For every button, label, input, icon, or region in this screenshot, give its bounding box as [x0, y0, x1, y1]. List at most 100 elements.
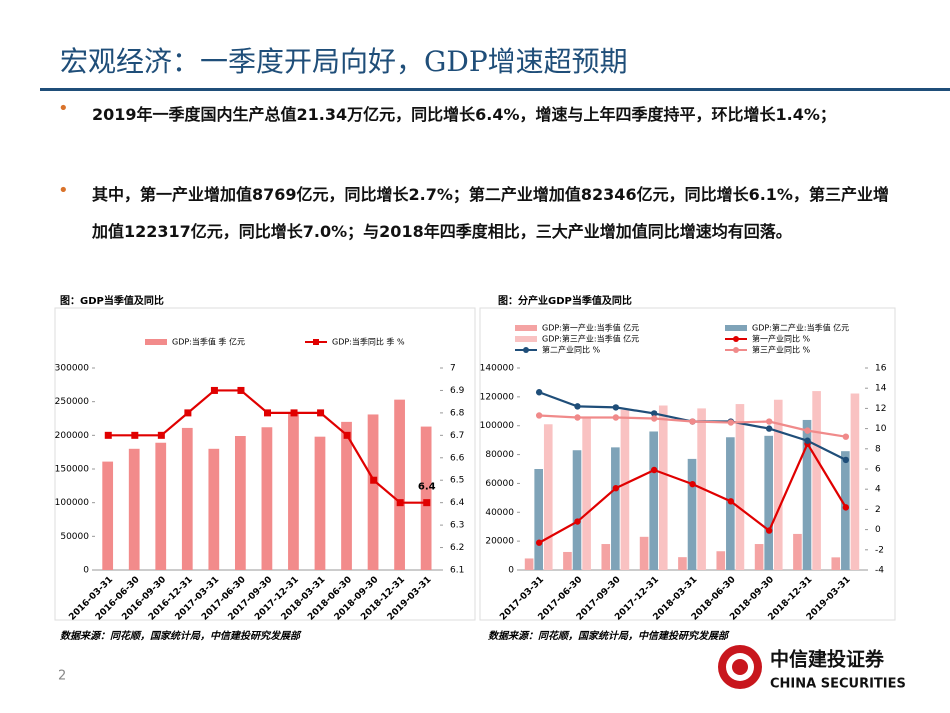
bar — [601, 544, 611, 570]
line-marker — [184, 409, 192, 417]
legend-label: 第三产业同比 % — [752, 345, 811, 355]
line-marker — [842, 456, 850, 464]
line-marker — [574, 518, 581, 525]
line-marker — [131, 431, 139, 439]
figure-caption: 图：分产业GDP当季值及同比 — [498, 296, 632, 307]
title-rule — [40, 88, 950, 91]
legend-label: GDP:第三产业:当季值 亿元 — [542, 334, 639, 344]
bar — [716, 551, 726, 570]
line-marker — [727, 419, 735, 426]
bar — [524, 558, 534, 570]
legend-swatch — [145, 339, 167, 345]
y-tick-label: 80000 — [485, 450, 514, 460]
line-marker — [535, 412, 543, 419]
y2-tick-label: 2 — [875, 505, 881, 515]
line-marker — [423, 499, 431, 507]
line-marker — [727, 498, 735, 505]
slide-title: 宏观经济：一季度开局向好，GDP增速超预期 — [60, 45, 628, 78]
bar — [735, 404, 745, 570]
bar — [394, 399, 405, 570]
bar — [234, 436, 246, 570]
bar — [639, 536, 649, 570]
line-marker — [104, 431, 112, 439]
source-note: 数据来源：同花顺，国家统计局，中信建投研究发展部 — [60, 631, 300, 642]
y-tick-label: 0 — [83, 566, 89, 576]
bar — [754, 544, 764, 570]
y2-tick-label: 7 — [450, 364, 456, 374]
data-label: 6.4 — [418, 482, 436, 493]
chart-frame — [479, 307, 896, 621]
y2-tick-label: 6.3 — [450, 521, 464, 531]
y2-tick-label: 6.2 — [450, 543, 464, 553]
page-number: 2 — [58, 669, 66, 684]
y2-tick-label: 6 — [875, 465, 881, 475]
line-marker — [689, 480, 696, 488]
line-marker — [317, 409, 325, 417]
y2-tick-label: 8 — [875, 444, 881, 454]
bar — [611, 447, 620, 570]
line-marker — [650, 466, 658, 474]
y-tick-label: 60000 — [485, 479, 514, 489]
line-marker — [237, 386, 245, 394]
line-marker — [210, 386, 218, 394]
bar — [128, 448, 140, 570]
line-marker — [842, 504, 850, 511]
y2-tick-label: 16 — [875, 364, 887, 374]
y2-tick-label: 6.8 — [450, 408, 465, 418]
bar — [155, 442, 167, 570]
legend-label: 第一产业同比 % — [752, 334, 811, 344]
y2-tick-label: 0 — [875, 525, 881, 535]
y2-tick-label: 14 — [875, 384, 887, 394]
y-tick-label: 100000 — [480, 421, 515, 431]
y2-tick-label: 4 — [875, 485, 881, 495]
line-marker — [612, 414, 620, 421]
y2-tick-label: 6.7 — [450, 431, 464, 441]
line-marker — [157, 431, 165, 439]
y2-tick-label: 6.4 — [450, 498, 465, 508]
line-marker — [765, 527, 773, 534]
logo-emblem — [732, 659, 748, 675]
bullet-dot: • — [58, 98, 69, 119]
bar — [534, 469, 543, 570]
legend-label: GDP:当季值 季 亿元 — [172, 337, 245, 347]
legend-swatch — [725, 325, 747, 331]
bar — [572, 450, 582, 570]
logo-en: CHINA SECURITIES — [770, 677, 906, 692]
bar — [802, 419, 812, 570]
bar — [341, 421, 352, 570]
y2-tick-label: 10 — [875, 424, 887, 434]
y2-tick-label: -4 — [875, 566, 884, 576]
bar — [314, 436, 326, 570]
legend-label: GDP:第二产业:当季值 亿元 — [752, 323, 849, 333]
y-tick-label: 120000 — [480, 392, 515, 402]
line-marker — [264, 409, 271, 417]
legend-label: GDP:当季同比 季 % — [332, 337, 405, 347]
y2-tick-label: 12 — [875, 404, 886, 414]
y-tick-label: 140000 — [480, 364, 515, 374]
bar — [367, 414, 379, 570]
bar — [764, 435, 773, 570]
bar — [208, 448, 220, 570]
bar — [687, 458, 697, 570]
line-marker — [535, 389, 543, 396]
legend-swatch — [515, 325, 537, 331]
line-marker — [535, 539, 543, 546]
line-marker — [343, 431, 351, 439]
line-marker — [765, 425, 773, 432]
source-note: 数据来源：同花顺，国家统计局，中信建投研究发展部 — [488, 631, 728, 642]
line-marker — [370, 476, 378, 484]
y-tick-label: 300000 — [55, 364, 90, 374]
figure-caption: 图：GDP当季值及同比 — [60, 296, 164, 307]
bar — [649, 431, 658, 570]
y-tick-label: 50000 — [60, 532, 89, 542]
bar — [841, 451, 850, 570]
bar — [831, 557, 841, 570]
bar — [793, 533, 802, 570]
y2-tick-label: 6.6 — [450, 453, 465, 463]
chart-frame — [54, 307, 476, 621]
y-tick-label: 0 — [508, 566, 514, 576]
y2-tick-label: -2 — [875, 545, 884, 555]
bar — [420, 426, 432, 570]
line-marker — [574, 403, 581, 410]
legend-label: 第二产业同比 % — [542, 345, 601, 355]
